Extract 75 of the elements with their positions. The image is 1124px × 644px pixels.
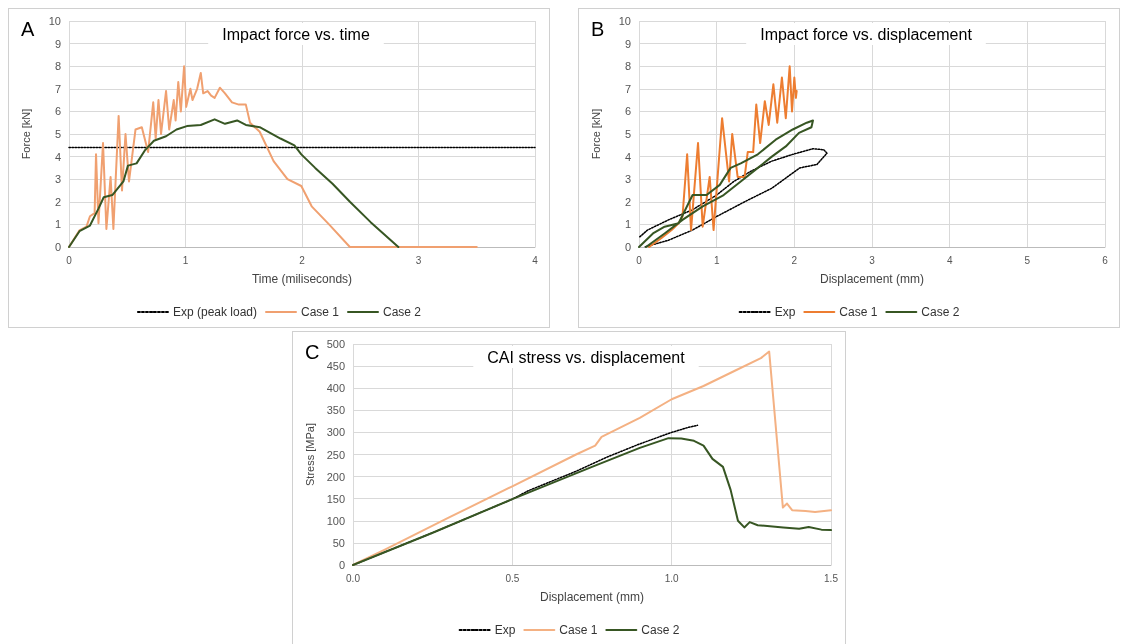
x-tick-label: 1.0: [664, 572, 680, 584]
y-tick-label: 300: [326, 426, 345, 439]
y-tick-label: 0: [338, 559, 345, 571]
x-axis-title: Displacement (mm): [819, 272, 925, 286]
y-tick-label: 4: [624, 150, 631, 163]
y-tick-label: 7: [54, 82, 61, 95]
y-tick-label: 5: [54, 128, 61, 140]
x-tick-label: 0.0: [346, 572, 361, 584]
y-tick-label: 450: [326, 360, 345, 373]
y-tick-label: 500: [326, 338, 345, 350]
y-tick-label: 1: [54, 218, 61, 231]
y-tick-label: 100: [326, 514, 345, 527]
x-tick-label: 2: [299, 254, 306, 266]
y-tick-label: 5: [624, 128, 631, 140]
chart-title: CAI stress vs. displacement: [487, 348, 686, 366]
legend-label: Case 1: [301, 305, 340, 319]
line-series: [638, 119, 814, 248]
x-tick-label: 0.5: [505, 572, 520, 584]
legend-label: Exp (peak load): [172, 305, 258, 319]
y-axis-title: Force [kN]: [19, 108, 32, 160]
y-tick-label: 4: [54, 150, 61, 163]
x-axis-title: Time (miliseconds): [251, 272, 353, 286]
y-tick-label: 6: [54, 105, 61, 118]
y-tick-label: 150: [326, 492, 345, 505]
y-tick-label: 10: [48, 15, 61, 27]
y-axis-title: Stress [MPa]: [303, 423, 316, 486]
y-tick-label: 9: [54, 37, 61, 50]
legend-label: Exp: [774, 305, 796, 319]
chart-title: Impact force vs. time: [222, 25, 370, 43]
x-tick-label: 3: [415, 254, 422, 266]
x-tick-label: 1.5: [824, 572, 839, 584]
y-tick-label: 250: [326, 448, 345, 461]
y-tick-label: 9: [624, 37, 631, 50]
legend-label: Exp: [494, 623, 516, 637]
y-tick-label: 0: [54, 241, 61, 253]
text: A: [21, 18, 35, 40]
y-tick-label: 200: [326, 470, 345, 483]
y-tick-label: 3: [624, 173, 631, 186]
line-series: [352, 437, 832, 566]
line-series: [648, 65, 798, 248]
x-tick-label: 4: [532, 254, 539, 266]
y-tick-label: 8: [624, 60, 631, 73]
legend-label: Case 2: [383, 305, 422, 319]
y-tick-label: 2: [54, 195, 61, 208]
x-tick-label: 0: [66, 254, 73, 266]
legend-label: Case 2: [921, 305, 960, 319]
text: C: [305, 341, 320, 363]
y-tick-label: 1: [624, 218, 631, 231]
x-tick-label: 4: [946, 254, 953, 266]
y-tick-label: 400: [326, 382, 345, 395]
x-tick-label: 1: [182, 254, 189, 266]
x-tick-label: 1: [713, 254, 720, 266]
y-tick-label: 50: [332, 536, 345, 549]
x-tick-label: 5: [1024, 254, 1031, 266]
y-tick-label: 0: [624, 241, 631, 253]
y-tick-label: 2: [624, 195, 631, 208]
line-series: [68, 118, 400, 248]
x-tick-label: 0: [636, 254, 643, 266]
x-axis-title: Displacement (mm): [539, 590, 645, 604]
y-tick-label: 6: [624, 105, 631, 118]
y-tick-label: 8: [54, 60, 61, 73]
y-tick-label: 7: [624, 82, 631, 95]
legend-label: Case 1: [839, 305, 878, 319]
x-tick-label: 2: [791, 254, 798, 266]
text: B: [591, 18, 605, 40]
x-tick-label: 6: [1102, 254, 1109, 266]
x-tick-label: 3: [869, 254, 876, 266]
legend-label: Case 2: [641, 623, 680, 637]
y-tick-label: 350: [326, 404, 345, 417]
legend-label: Case 1: [559, 623, 598, 637]
y-axis-title: Force [kN]: [589, 108, 602, 160]
y-tick-label: 10: [618, 15, 631, 27]
y-tick-label: 3: [54, 173, 61, 186]
chart-title: Impact force vs. displacement: [760, 25, 973, 43]
line-series: [639, 147, 828, 248]
